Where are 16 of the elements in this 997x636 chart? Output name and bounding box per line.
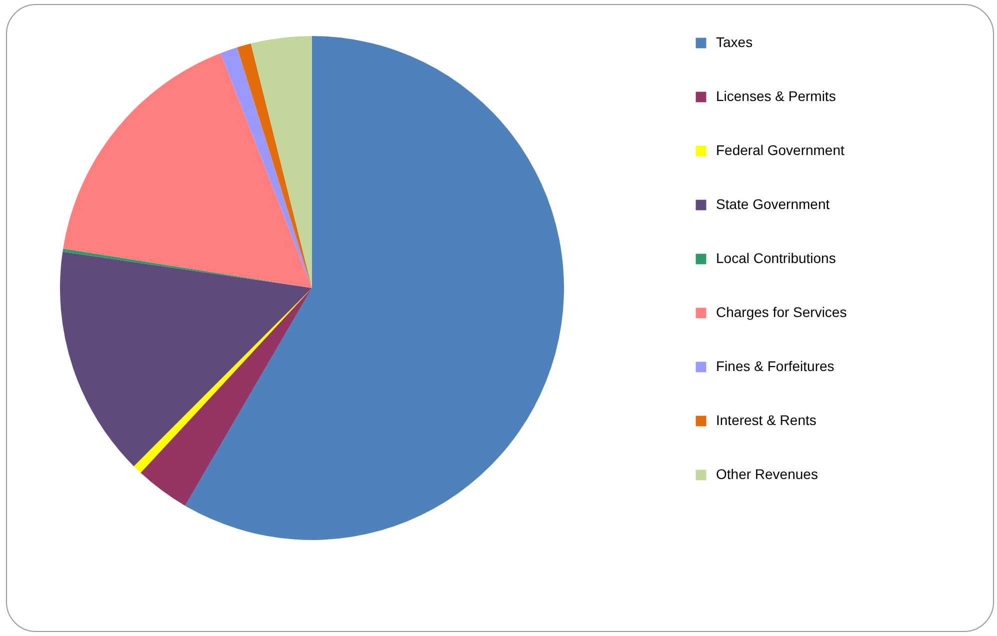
pie-slice	[140, 288, 312, 506]
legend-label: Other Revenues	[716, 466, 818, 482]
pie-slice	[60, 252, 312, 466]
pie-slice	[63, 53, 312, 288]
pie-slice	[185, 36, 564, 540]
legend-label: Local Contributions	[716, 250, 836, 266]
pie-slice	[237, 44, 312, 288]
legend-label: Federal Government	[716, 142, 845, 158]
legend-label: Licenses & Permits	[716, 88, 836, 104]
legend-label: Interest & Rents	[716, 412, 816, 428]
pie-slice	[220, 47, 312, 288]
legend-label: Charges for Services	[716, 304, 847, 320]
legend-label: State Government	[716, 196, 830, 212]
pie-slice	[250, 36, 312, 288]
legend-label: Taxes	[716, 34, 753, 50]
legend-label: Fines & Forfeitures	[716, 358, 834, 374]
